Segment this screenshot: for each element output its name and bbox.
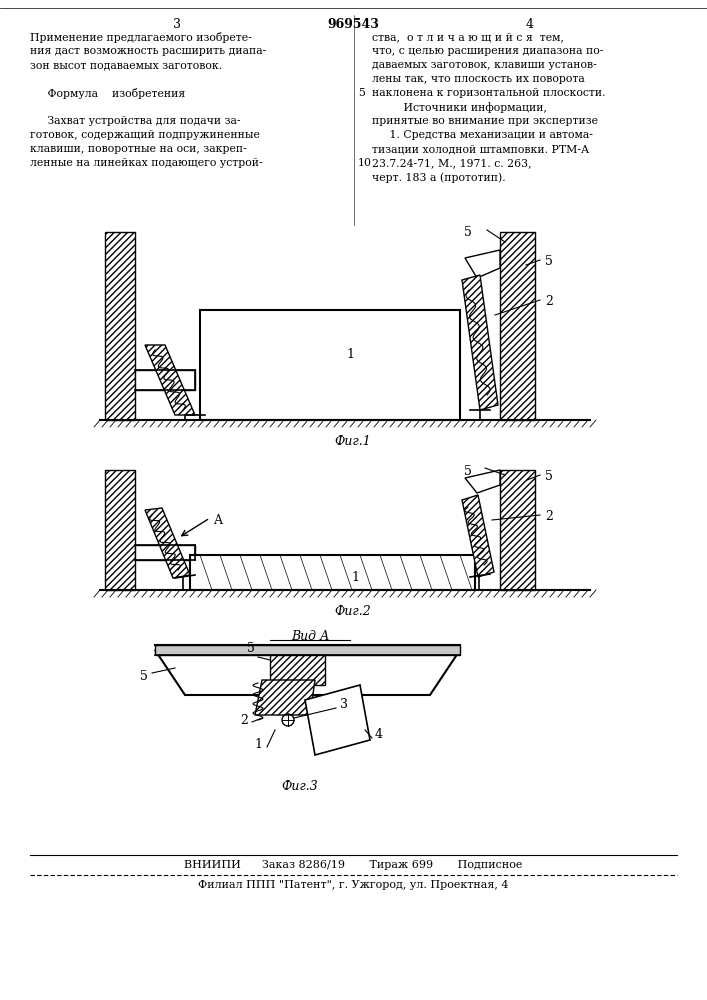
- Text: Захват устройства для подачи за-: Захват устройства для подачи за-: [30, 116, 240, 126]
- Bar: [190, 555, 475, 590]
- Text: ленные на линейках подающего устрой-: ленные на линейках подающего устрой-: [30, 158, 262, 168]
- Text: 4: 4: [375, 728, 383, 742]
- Text: 969543: 969543: [327, 18, 379, 31]
- Text: Формула    изобретения: Формула изобретения: [30, 88, 185, 99]
- Text: Применение предлагаемого изобрете-: Применение предлагаемого изобрете-: [30, 32, 252, 43]
- Polygon shape: [155, 650, 460, 695]
- Polygon shape: [305, 685, 370, 755]
- Text: 4: 4: [526, 18, 534, 31]
- Polygon shape: [145, 508, 190, 578]
- Text: зон высот подаваемых заготовок.: зон высот подаваемых заготовок.: [30, 60, 222, 70]
- Text: 3: 3: [173, 18, 181, 31]
- Text: 1: 1: [351, 571, 359, 584]
- Text: 3: 3: [340, 698, 348, 712]
- Text: 1: 1: [346, 349, 354, 361]
- Bar: [200, 310, 460, 420]
- Text: Вид А: Вид А: [291, 630, 329, 643]
- Text: Фиг.3: Фиг.3: [281, 780, 318, 793]
- Polygon shape: [135, 370, 195, 390]
- Text: черт. 183 а (прототип).: черт. 183 а (прототип).: [372, 172, 506, 183]
- Polygon shape: [145, 345, 195, 415]
- Text: 5: 5: [464, 226, 472, 239]
- Text: ния даст возможность расширить диапа-: ния даст возможность расширить диапа-: [30, 46, 267, 56]
- Text: принятые во внимание при экспертизе: принятые во внимание при экспертизе: [372, 116, 598, 126]
- Text: 5: 5: [140, 670, 148, 683]
- Text: лены так, что плоскость их поворота: лены так, что плоскость их поворота: [372, 74, 585, 84]
- Text: Фиг.1: Фиг.1: [334, 435, 371, 448]
- Text: Фиг.2: Фиг.2: [334, 605, 371, 618]
- Text: готовок, содержащий подпружиненные: готовок, содержащий подпружиненные: [30, 130, 260, 140]
- Text: Филиал ППП "Патент", г. Ужгород, ул. Проектная, 4: Филиал ППП "Патент", г. Ужгород, ул. Про…: [198, 880, 508, 890]
- Polygon shape: [465, 470, 500, 493]
- Text: 5: 5: [358, 88, 365, 98]
- Polygon shape: [105, 232, 135, 420]
- Text: 2: 2: [240, 714, 248, 726]
- Text: клавиши, поворотные на оси, закреп-: клавиши, поворотные на оси, закреп-: [30, 144, 247, 154]
- Text: тизации холодной штамповки. РТМ-А: тизации холодной штамповки. РТМ-А: [372, 144, 589, 154]
- Text: 5: 5: [464, 465, 472, 478]
- Polygon shape: [500, 470, 535, 590]
- Polygon shape: [462, 275, 498, 410]
- Text: 5: 5: [247, 642, 255, 655]
- Polygon shape: [462, 495, 494, 577]
- Text: наклонена к горизонтальной плоскости.: наклонена к горизонтальной плоскости.: [372, 88, 605, 98]
- Text: Источники информации,: Источники информации,: [372, 102, 547, 113]
- Polygon shape: [155, 645, 460, 655]
- Text: ВНИИПИ      Заказ 8286/19       Тираж 699       Подписное: ВНИИПИ Заказ 8286/19 Тираж 699 Подписное: [184, 860, 522, 870]
- Polygon shape: [465, 250, 500, 278]
- Text: даваемых заготовок, клавиши установ-: даваемых заготовок, клавиши установ-: [372, 60, 597, 70]
- Polygon shape: [135, 545, 195, 560]
- Text: 10: 10: [358, 158, 372, 168]
- Text: 23.7.24-71, М., 1971. с. 263,: 23.7.24-71, М., 1971. с. 263,: [372, 158, 532, 168]
- Text: 5: 5: [545, 255, 553, 268]
- Text: 1: 1: [254, 738, 262, 752]
- Text: что, с целью расширения диапазона по-: что, с целью расширения диапазона по-: [372, 46, 603, 56]
- Polygon shape: [255, 680, 315, 715]
- Polygon shape: [500, 232, 535, 420]
- Text: 2: 2: [545, 295, 553, 308]
- Polygon shape: [270, 655, 325, 685]
- Text: 5: 5: [545, 470, 553, 483]
- Polygon shape: [105, 470, 135, 590]
- Text: 1. Средства механизации и автома-: 1. Средства механизации и автома-: [372, 130, 593, 140]
- Text: 2: 2: [545, 510, 553, 523]
- Text: ства,  о т л и ч а ю щ и й с я  тем,: ства, о т л и ч а ю щ и й с я тем,: [372, 32, 564, 42]
- Text: A: A: [213, 514, 222, 527]
